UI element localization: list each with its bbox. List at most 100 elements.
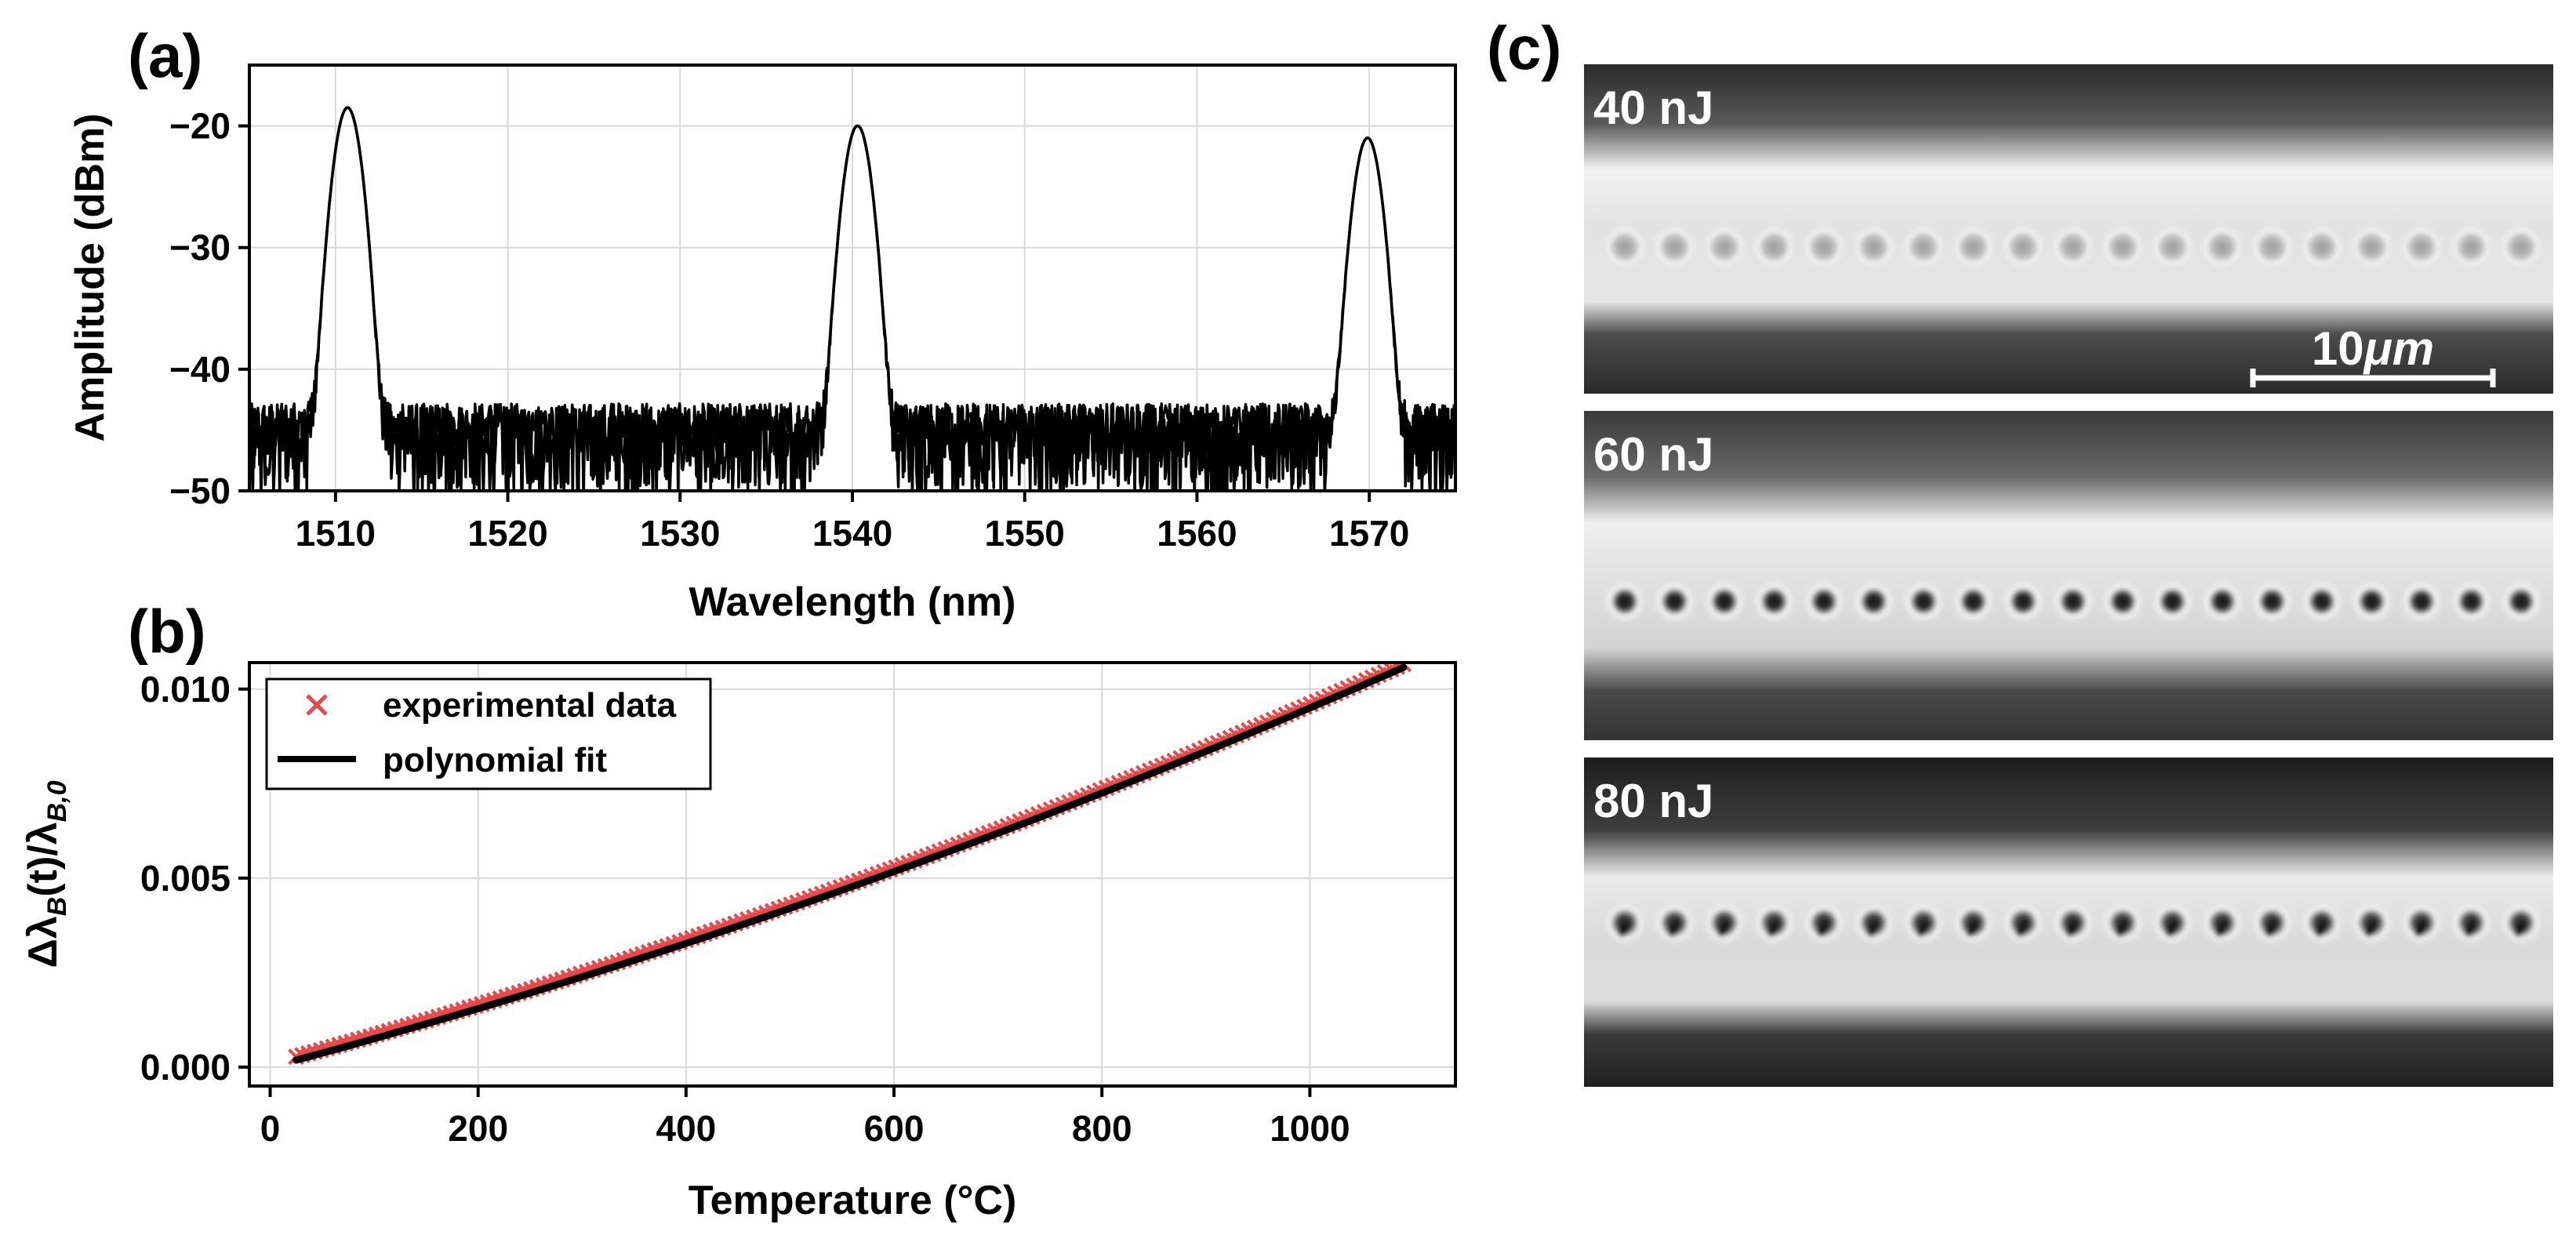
x-tick-label: 1530 (640, 513, 720, 554)
micrograph-dot (2398, 223, 2445, 271)
chart-b-xlabel: Temperature (°C) (689, 1178, 1017, 1223)
micrograph-dot-core (2414, 919, 2428, 937)
micrograph-80nj: 80 nJ (1584, 757, 2553, 1087)
micrograph-dot-core (1767, 919, 1780, 937)
micrograph-dot-core (1966, 919, 1979, 937)
x-tick-label: 1560 (1157, 513, 1237, 554)
micrograph-dot (2049, 578, 2097, 625)
scalebar: 10μm (2250, 322, 2496, 387)
y-tick-label: −30 (169, 227, 231, 268)
micrograph-dot (1750, 578, 1798, 625)
micrograph-dot-core (2464, 919, 2477, 937)
micrograph-dot (2248, 223, 2296, 271)
micrograph-label-60nj: 60 nJ (1593, 428, 1713, 481)
micrograph-dot-core (2364, 919, 2378, 937)
micrograph-dot-core (2215, 919, 2229, 937)
micrograph-dot (1601, 223, 1648, 271)
y-tick-label: 0.010 (140, 669, 231, 710)
y-tick-label: −20 (169, 106, 231, 147)
micrograph-dot-core (2016, 919, 2029, 937)
micrograph-dot (1750, 223, 1798, 271)
micrograph-dot (1900, 578, 1947, 625)
micrograph-dot (2199, 578, 2246, 625)
x-tick-label: 0 (260, 1108, 281, 1149)
micrograph-dot-core (1618, 919, 1631, 937)
micrograph-dot (2049, 223, 2097, 271)
legend-box (265, 677, 712, 790)
micrograph-dot (1900, 223, 1947, 271)
y-tick-label: −40 (169, 349, 231, 390)
legend-label-experimental: experimental data (383, 686, 677, 725)
x-tick-label: 1520 (467, 513, 547, 554)
micrograph-dot (1800, 223, 1848, 271)
micrograph-dot (1949, 578, 1997, 625)
micrograph-dot-core (2116, 919, 2129, 937)
polynomial-fit-line (292, 663, 1408, 1064)
chart-a-spectrum: 1510 1520 1530 1540 1550 1560 1570 −50 −40 −30 −2… (67, 64, 1457, 625)
micrograph-dot-core (2165, 919, 2178, 937)
micrograph-dot-core (1667, 919, 1680, 937)
micrograph-dot (2348, 578, 2396, 625)
scalebar-label: 10μm (2312, 322, 2434, 375)
micrograph-dot (1701, 223, 1748, 271)
panel-label-c: (c) (1487, 13, 1561, 82)
micrograph-dot (1601, 578, 1648, 625)
micrograph-dot (2099, 578, 2146, 625)
micrograph-dot (2498, 223, 2545, 271)
micrograph-dot (2248, 578, 2296, 625)
chart-b-shift: 0 200 400 600 800 1000 0.000 0.005 0.010 Temper… (20, 661, 1457, 1223)
micrograph-40nj: 40 nJ 10μm (1584, 64, 2553, 394)
micrograph-dot (1651, 223, 1699, 271)
micrograph-dot (2298, 578, 2345, 625)
micrograph-dot (2398, 578, 2445, 625)
micrograph-label-80nj: 80 nJ (1593, 775, 1713, 827)
micrograph-dot-core (1817, 919, 1830, 937)
micrograph-60nj: 60 nJ (1584, 411, 2553, 740)
micrograph-dot-core (2265, 919, 2278, 937)
micrograph-dot (1850, 223, 1898, 271)
panel-label-a: (a) (128, 21, 202, 90)
micrograph-dot (2298, 223, 2345, 271)
micrograph-dot (2447, 223, 2495, 271)
spectrum-trace-overlay (249, 106, 1455, 491)
chart-b-ylabel: ΔλB(t)/λB,0 (20, 780, 72, 968)
micrograph-dot (2498, 578, 2545, 625)
panel-label-b: (b) (128, 597, 206, 666)
y-tick-label: 0.000 (140, 1047, 231, 1088)
legend-marker-experimental (306, 694, 328, 716)
chart-a-xlabel: Wavelength (nm) (689, 579, 1016, 625)
micrograph-dot-core (2315, 919, 2328, 937)
x-tick-label: 400 (656, 1108, 716, 1149)
x-tick-label: 200 (448, 1108, 508, 1149)
x-tick-label: 800 (1072, 1108, 1132, 1149)
micrograph-dot (1800, 578, 1848, 625)
y-tick-label: −50 (169, 470, 231, 511)
micrograph-dot (2199, 223, 2246, 271)
micrograph-panel: 40 nJ 10μm 60 nJ 80 nJ (1584, 64, 2553, 1087)
micrograph-dot (2149, 223, 2196, 271)
micrograph-dot (2348, 223, 2396, 271)
y-tick-label: 0.005 (140, 858, 231, 899)
chart-b-frame (248, 661, 1457, 1088)
micrograph-dot-core (1866, 919, 1880, 937)
micrograph-label-40nj: 40 nJ (1593, 82, 1713, 134)
micrograph-dot (1651, 578, 1699, 625)
micrograph-dot (1850, 578, 1898, 625)
micrograph-dot-core (1917, 919, 1930, 937)
micrograph-dot (2149, 578, 2196, 625)
micrograph-dot-core (2514, 919, 2527, 937)
micrograph-dot (1701, 578, 1748, 625)
x-tick-label: 600 (864, 1108, 925, 1149)
micrograph-dot (2099, 223, 2146, 271)
micrograph-dot (2000, 223, 2047, 271)
micrograph-dot-core (1717, 919, 1731, 937)
x-tick-label: 1510 (296, 513, 376, 554)
micrograph-dot (1949, 223, 1997, 271)
x-tick-label: 1540 (812, 513, 892, 554)
micrograph-dot (2447, 578, 2495, 625)
chart-b-legend: experimental data polynomial fit (265, 677, 712, 790)
chart-a-ylabel: Amplitude (dBm) (67, 114, 113, 442)
x-tick-label: 1000 (1270, 1108, 1350, 1149)
x-tick-label: 1570 (1329, 513, 1409, 554)
